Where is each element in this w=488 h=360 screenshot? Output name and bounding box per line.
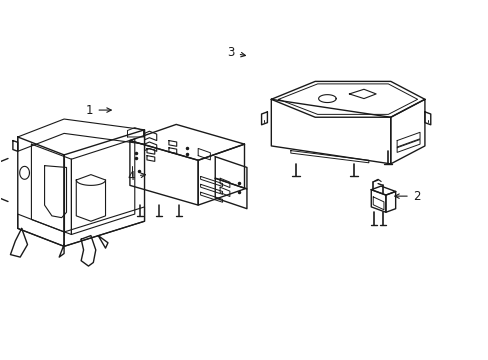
- Polygon shape: [215, 178, 246, 209]
- Polygon shape: [271, 81, 424, 117]
- Text: 3: 3: [227, 46, 245, 59]
- Polygon shape: [271, 99, 390, 164]
- Text: 2: 2: [394, 190, 419, 203]
- Polygon shape: [198, 144, 244, 205]
- Polygon shape: [385, 192, 395, 212]
- Polygon shape: [370, 186, 395, 195]
- Text: 4: 4: [127, 170, 145, 183]
- Polygon shape: [370, 190, 385, 212]
- Polygon shape: [64, 130, 144, 246]
- Text: 1: 1: [86, 104, 111, 117]
- Polygon shape: [215, 157, 246, 189]
- Polygon shape: [390, 99, 424, 164]
- Polygon shape: [18, 137, 64, 246]
- Polygon shape: [130, 125, 244, 160]
- Polygon shape: [130, 140, 198, 205]
